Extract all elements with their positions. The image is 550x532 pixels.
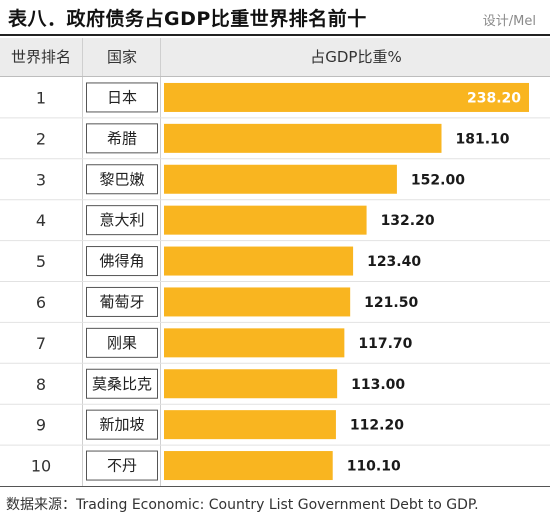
value-label: 112.20 bbox=[350, 418, 404, 434]
chart-title: 表八．政府债务占GDP比重世界排名前十 bbox=[8, 8, 367, 30]
rank-label: 8 bbox=[36, 375, 46, 394]
value-label: 121.50 bbox=[364, 295, 418, 311]
rank-label: 5 bbox=[36, 252, 46, 271]
country-label: 新加坡 bbox=[99, 416, 144, 434]
value-label: 181.10 bbox=[456, 131, 510, 147]
country-label: 莫桑比克 bbox=[92, 375, 152, 393]
country-label: 日本 bbox=[107, 88, 137, 106]
value-label: 152.00 bbox=[411, 172, 465, 188]
bar bbox=[164, 451, 333, 481]
rank-label: 9 bbox=[36, 416, 46, 435]
rank-label: 6 bbox=[36, 293, 46, 312]
header-rule bbox=[0, 76, 550, 77]
value-label: 117.70 bbox=[358, 336, 412, 352]
value-label: 123.40 bbox=[367, 254, 421, 270]
country-label: 佛得角 bbox=[99, 252, 144, 270]
bar bbox=[164, 205, 367, 235]
country-cell bbox=[86, 205, 158, 236]
country-cell bbox=[86, 368, 158, 399]
bar bbox=[164, 164, 397, 194]
bar bbox=[164, 82, 529, 112]
country-cell bbox=[86, 82, 158, 113]
country-label: 黎巴嫩 bbox=[99, 170, 144, 188]
bar bbox=[164, 246, 354, 276]
designer-credit: 设计/Mel bbox=[482, 14, 536, 29]
source-note: 数据来源：Trading Economic: Country List Gove… bbox=[6, 497, 479, 513]
bar bbox=[164, 328, 345, 358]
country-cell bbox=[86, 246, 158, 277]
country-label: 不丹 bbox=[107, 457, 137, 475]
country-cell bbox=[86, 123, 158, 154]
rank-label: 7 bbox=[36, 334, 46, 353]
bottom-rule bbox=[0, 486, 550, 487]
country-label: 希腊 bbox=[107, 129, 137, 147]
value-label: 113.00 bbox=[351, 377, 405, 393]
top-rule bbox=[0, 34, 550, 36]
rank-label: 4 bbox=[36, 211, 46, 230]
country-label: 意大利 bbox=[99, 211, 144, 229]
country-cell bbox=[86, 409, 158, 440]
bar bbox=[164, 369, 338, 399]
column-divider bbox=[82, 38, 83, 486]
country-cell bbox=[86, 164, 158, 195]
header-value: 占GDP比重% bbox=[310, 48, 402, 66]
country-cell bbox=[86, 286, 158, 317]
bar-chart: 1 日本 238.20 2 希腊 181.10 3 黎巴嫩 152.00 4 意大利 132.20 5 佛… bbox=[0, 82, 550, 481]
bar bbox=[164, 410, 336, 440]
country-label: 葡萄牙 bbox=[99, 293, 144, 311]
rank-label: 3 bbox=[36, 170, 46, 189]
table-header: 世界排名 国家 占GDP比重% bbox=[0, 38, 550, 76]
bar bbox=[164, 287, 351, 317]
country-cell bbox=[86, 450, 158, 481]
bar bbox=[164, 123, 442, 153]
rank-label: 10 bbox=[31, 457, 51, 476]
header-country: 国家 bbox=[106, 48, 137, 66]
value-label: 110.10 bbox=[347, 459, 401, 475]
value-label: 238.20 bbox=[467, 90, 521, 106]
rank-label: 1 bbox=[36, 88, 46, 107]
rank-label: 2 bbox=[36, 129, 46, 148]
country-cell bbox=[86, 327, 158, 358]
value-label: 132.20 bbox=[381, 213, 435, 229]
country-label: 刚果 bbox=[107, 334, 137, 352]
header-rank: 世界排名 bbox=[10, 48, 71, 66]
column-divider bbox=[160, 38, 161, 486]
